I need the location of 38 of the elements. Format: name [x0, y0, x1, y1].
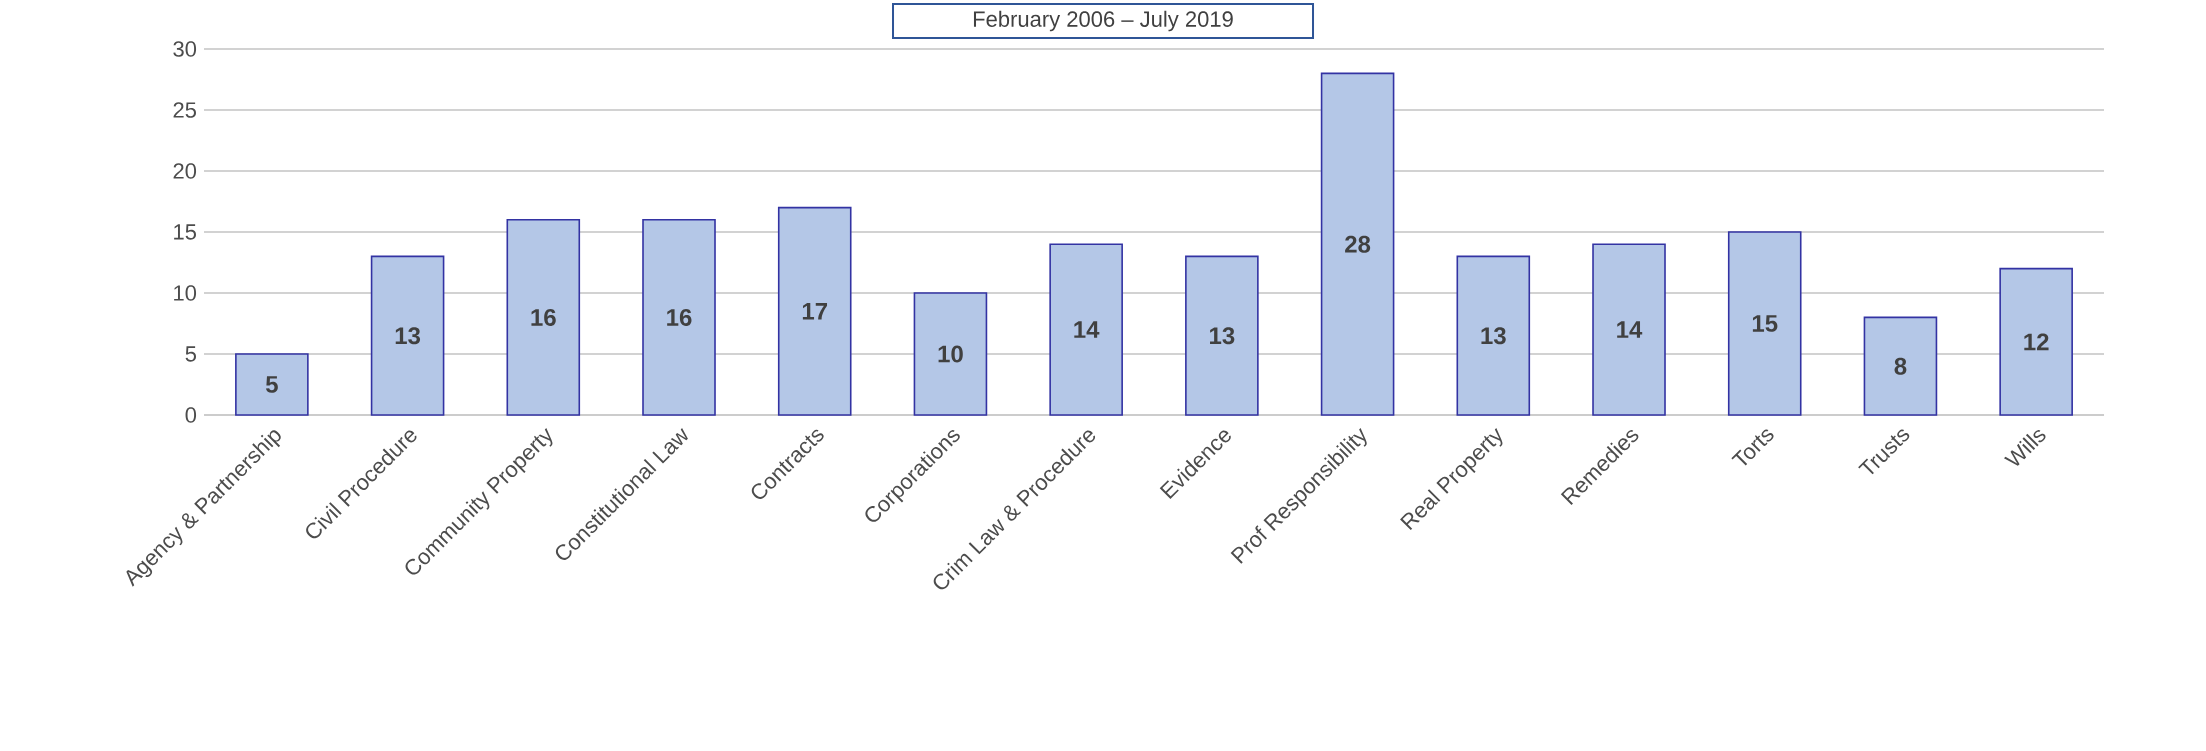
bar: [777, 206, 852, 416]
bar: [642, 219, 716, 416]
x-tick-label: Wills: [2003, 430, 2046, 466]
y-tick-label: 10: [174, 285, 197, 301]
y-tick-label: 30: [173, 41, 197, 57]
y-tick-label: 20: [173, 163, 197, 179]
bar: [1592, 243, 1666, 416]
bar: [913, 292, 988, 416]
bar: [370, 255, 445, 416]
data-label: 16: [531, 308, 556, 326]
x-tick-label: Torts: [1731, 429, 1774, 466]
data-label: 13: [1210, 327, 1235, 345]
data-label: 17: [802, 303, 828, 320]
bar: [1456, 255, 1531, 416]
data-label: 14: [1617, 321, 1643, 338]
bar: [1185, 255, 1259, 416]
y-tick-label: 0: [185, 407, 197, 423]
data-label: 16: [667, 308, 692, 326]
bar: [1320, 72, 1395, 416]
bar: [1727, 231, 1802, 416]
bar: [506, 219, 581, 416]
bar: [1049, 243, 1123, 416]
data-label: 28: [1345, 235, 1371, 253]
bar: [235, 353, 309, 416]
data-label: 8: [1894, 357, 1907, 375]
chart-title: February 2006 – July 2019: [973, 10, 1233, 32]
bar: [1863, 316, 1938, 416]
data-label: 12: [2024, 333, 2049, 351]
data-label: 13: [395, 327, 421, 345]
y-tick-label: 15: [174, 224, 196, 240]
data-label: 10: [938, 345, 963, 363]
data-label: 5: [265, 376, 278, 393]
y-tick-label: 5: [185, 346, 196, 362]
data-label: 14: [1074, 321, 1100, 338]
data-label: 15: [1752, 315, 1778, 332]
data-label: 13: [1481, 327, 1506, 345]
y-tick-label: 25: [173, 102, 196, 118]
bar: [1999, 267, 2073, 416]
